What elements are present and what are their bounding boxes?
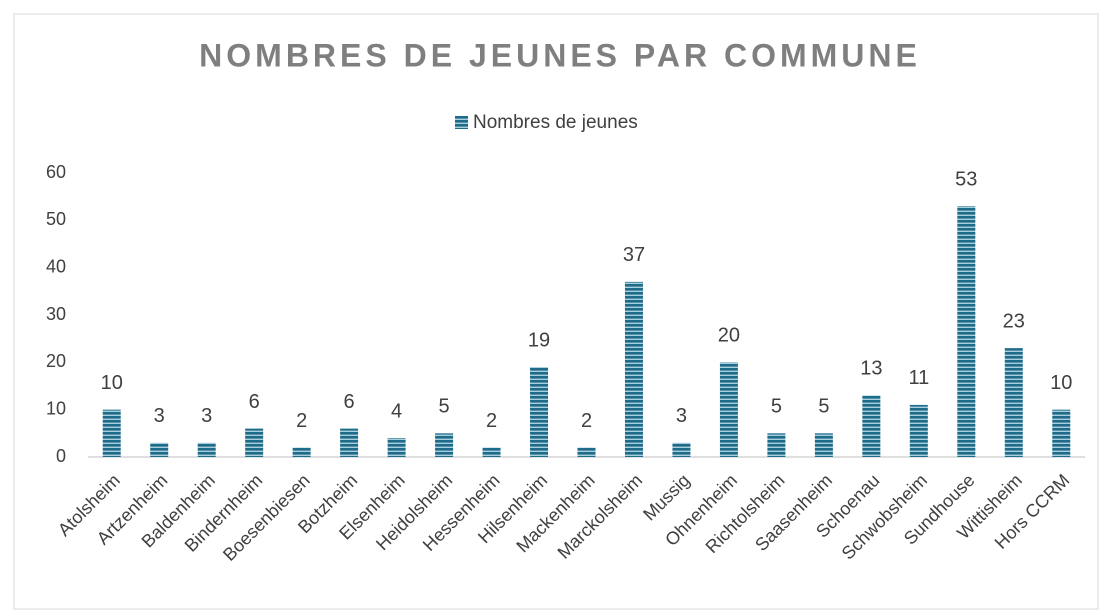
data-label: 2 xyxy=(486,410,497,432)
bar xyxy=(577,447,596,457)
y-tick-label: 20 xyxy=(46,351,66,371)
bar xyxy=(292,447,311,457)
bar xyxy=(482,447,501,457)
data-label: 6 xyxy=(344,391,355,413)
data-label: 10 xyxy=(1050,372,1072,394)
bar xyxy=(197,442,216,457)
data-label: 53 xyxy=(955,168,977,190)
y-tick-label: 10 xyxy=(46,398,66,418)
bar xyxy=(624,281,643,457)
bar xyxy=(102,409,121,457)
bar xyxy=(672,442,691,457)
bar xyxy=(1052,409,1071,457)
bar xyxy=(530,367,549,457)
y-tick-label: 50 xyxy=(46,209,66,229)
y-tick-label: 40 xyxy=(46,256,66,276)
data-label: 13 xyxy=(860,358,882,380)
y-tick-label: 60 xyxy=(46,162,66,182)
data-label: 19 xyxy=(528,329,550,351)
y-tick-label: 0 xyxy=(56,446,66,466)
data-label: 5 xyxy=(771,396,782,418)
bar xyxy=(957,206,976,457)
bar xyxy=(767,433,786,457)
data-label: 5 xyxy=(818,396,829,418)
data-label: 37 xyxy=(623,244,645,266)
data-label: 23 xyxy=(1003,310,1025,332)
data-label: 10 xyxy=(101,372,123,394)
data-label: 11 xyxy=(908,367,929,389)
y-tick-label: 30 xyxy=(46,304,66,324)
bar xyxy=(909,404,928,457)
data-label: 3 xyxy=(201,405,212,427)
bar xyxy=(862,395,881,457)
data-label: 2 xyxy=(581,410,592,432)
bar xyxy=(719,362,738,457)
data-label: 2 xyxy=(296,410,307,432)
bar xyxy=(387,438,406,457)
bar xyxy=(435,433,454,457)
bar xyxy=(150,442,169,457)
bar xyxy=(814,433,833,457)
data-label: 3 xyxy=(676,405,687,427)
bar xyxy=(340,428,359,457)
data-label: 4 xyxy=(391,400,402,422)
data-label: 20 xyxy=(718,325,740,347)
chart-frame xyxy=(13,13,1099,610)
data-label: 5 xyxy=(439,396,450,418)
bar xyxy=(245,428,264,457)
chart-title: NOMBRES DE JEUNES PAR COMMUNE xyxy=(199,37,921,73)
data-label: 3 xyxy=(154,405,165,427)
legend-swatch xyxy=(455,116,468,129)
data-label: 6 xyxy=(249,391,260,413)
bar xyxy=(1004,348,1023,457)
legend-label: Nombres de jeunes xyxy=(473,112,638,133)
